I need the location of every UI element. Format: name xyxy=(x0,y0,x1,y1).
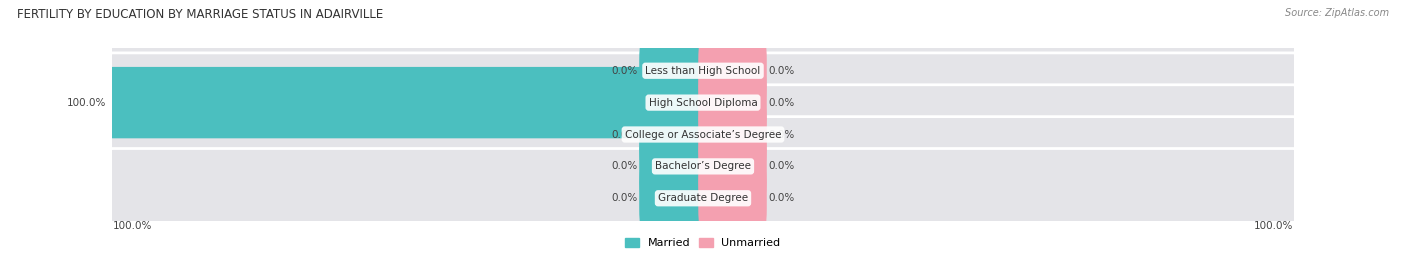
Text: 0.0%: 0.0% xyxy=(612,66,638,76)
Text: Bachelor’s Degree: Bachelor’s Degree xyxy=(655,161,751,171)
Text: FERTILITY BY EDUCATION BY MARRIAGE STATUS IN ADAIRVILLE: FERTILITY BY EDUCATION BY MARRIAGE STATU… xyxy=(17,8,382,21)
Text: College or Associate’s Degree: College or Associate’s Degree xyxy=(624,129,782,140)
Legend: Married, Unmarried: Married, Unmarried xyxy=(621,233,785,253)
FancyBboxPatch shape xyxy=(699,67,766,138)
FancyBboxPatch shape xyxy=(640,99,707,170)
FancyBboxPatch shape xyxy=(108,67,707,138)
Text: Source: ZipAtlas.com: Source: ZipAtlas.com xyxy=(1285,8,1389,18)
FancyBboxPatch shape xyxy=(699,131,766,202)
Text: 100.0%: 100.0% xyxy=(67,98,107,108)
Text: Less than High School: Less than High School xyxy=(645,66,761,76)
FancyBboxPatch shape xyxy=(105,53,1301,152)
FancyBboxPatch shape xyxy=(105,117,1301,216)
Text: 0.0%: 0.0% xyxy=(768,98,794,108)
Text: 0.0%: 0.0% xyxy=(612,129,638,140)
Text: 0.0%: 0.0% xyxy=(768,66,794,76)
FancyBboxPatch shape xyxy=(640,131,707,202)
FancyBboxPatch shape xyxy=(699,35,766,107)
Text: 0.0%: 0.0% xyxy=(612,193,638,203)
FancyBboxPatch shape xyxy=(105,21,1301,121)
Text: 0.0%: 0.0% xyxy=(768,161,794,171)
Text: 100.0%: 100.0% xyxy=(112,221,152,231)
Text: Graduate Degree: Graduate Degree xyxy=(658,193,748,203)
FancyBboxPatch shape xyxy=(699,99,766,170)
FancyBboxPatch shape xyxy=(640,35,707,107)
FancyBboxPatch shape xyxy=(640,162,707,234)
Text: 0.0%: 0.0% xyxy=(768,193,794,203)
Text: High School Diploma: High School Diploma xyxy=(648,98,758,108)
Text: 100.0%: 100.0% xyxy=(1254,221,1294,231)
Text: 0.0%: 0.0% xyxy=(612,161,638,171)
FancyBboxPatch shape xyxy=(105,148,1301,248)
Text: 0.0%: 0.0% xyxy=(768,129,794,140)
FancyBboxPatch shape xyxy=(105,85,1301,184)
FancyBboxPatch shape xyxy=(699,162,766,234)
